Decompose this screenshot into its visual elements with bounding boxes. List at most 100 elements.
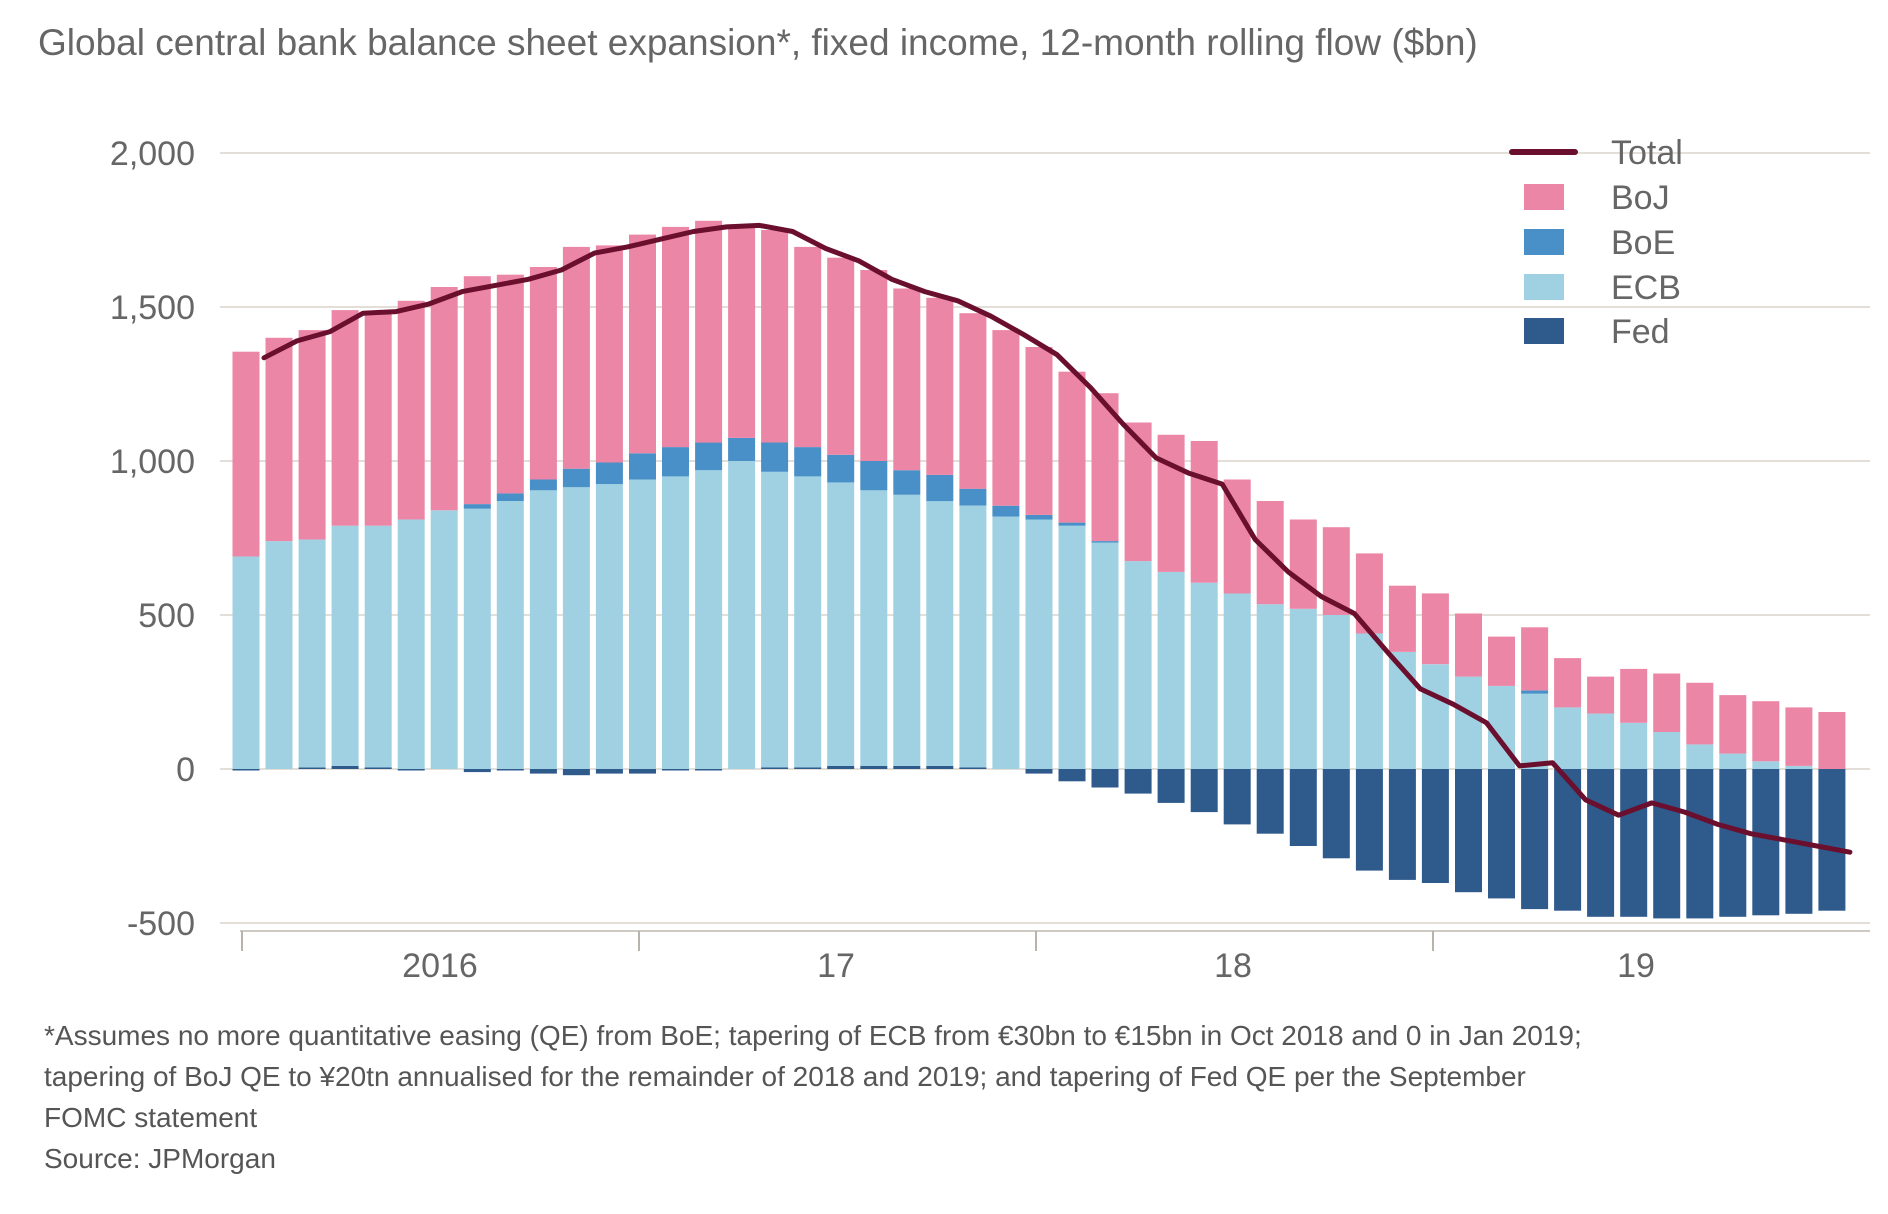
bar-ecb [1421,664,1449,769]
bar-ecb [695,470,723,769]
bar-boj [1620,668,1648,723]
bar-fed [1521,769,1549,910]
legend-swatch-ecb [1524,274,1564,300]
bar-fed [1157,769,1185,803]
footnote-line: tapering of BoJ QE to ¥20tn annualised f… [44,1061,1526,1092]
bar-fed [298,767,326,769]
bar-ecb [1124,561,1152,769]
bar-ecb [265,541,293,769]
bar-ecb [959,505,987,768]
bar-ecb [1653,732,1681,769]
bar-boj [761,230,789,443]
bar-ecb [1785,765,1813,769]
bar-ecb [1752,761,1780,769]
bar-boj [562,246,590,469]
legend-label: BoJ [1611,179,1670,217]
footnote-line: FOMC statement [44,1102,258,1133]
total-line [261,222,1853,855]
bar-ecb [1455,676,1482,769]
bar-boj [298,330,326,540]
bar-fed [860,765,888,769]
bar-layer [232,220,1846,919]
bar-boj [430,287,458,511]
bar-ecb [827,482,855,766]
bar-ecb [761,471,789,768]
bar-ecb [430,510,458,769]
bar-ecb [397,519,425,769]
bar-boj [662,226,689,448]
bar-ecb [232,556,260,769]
source-note: Source: JPMorgan [44,1143,276,1174]
bar-fed [1223,769,1251,825]
bar-ecb [860,490,888,766]
bar-boj [728,225,756,438]
bar-boj [893,288,921,471]
bar-boe [595,462,623,485]
bar-fed [1587,769,1615,917]
bar-ecb [1190,582,1218,769]
bar-ecb [1686,744,1714,769]
bar-boj [1488,636,1515,686]
bar-boj [529,267,557,480]
bar-fed [562,769,590,776]
y-tick-label: 500 [138,597,195,635]
bar-fed [331,765,359,769]
bar-ecb [1025,519,1053,769]
bar-ecb [728,461,756,769]
bar-ecb [1620,722,1648,769]
y-tick-label: -500 [127,905,195,943]
bar-ecb [1256,604,1284,769]
bar-boj [1818,712,1846,769]
bar-boj [827,257,855,455]
bar-ecb [1223,593,1251,769]
bar-fed [827,765,855,769]
bar-ecb [1058,525,1086,769]
bar-boj [1157,434,1185,572]
bar-boj [992,330,1020,506]
bar-fed [695,769,723,771]
bar-fed [1025,769,1053,774]
bar-boj [265,337,293,542]
bar-boj [1190,441,1218,583]
bar-boj [331,310,359,526]
bar-boe [992,505,1020,517]
bar-boj [1785,707,1813,766]
bar-ecb [529,490,557,769]
bar-boe [1025,514,1053,520]
bar-boe [827,454,855,483]
bar-fed [1190,769,1218,813]
chart-title: Global central bank balance sheet expans… [38,22,1478,63]
bar-ecb [1719,753,1747,769]
footnote-line: *Assumes no more quantitative easing (QE… [44,1020,1582,1051]
bar-fed [1620,769,1648,917]
bar-fed [1124,769,1152,794]
bar-boj [1058,371,1086,523]
legend-label: BoE [1611,224,1675,262]
bar-boe [728,437,756,461]
bar-fed [959,767,987,769]
bar-fed [662,769,689,771]
x-axis: 2016 17 18 19 [240,930,1870,985]
bar-ecb [629,479,656,769]
bar-boj [1587,676,1615,714]
bar-ecb [463,508,491,769]
bar-boj [496,274,524,494]
bar-ecb [1521,693,1549,769]
bar-boe [959,488,987,506]
bar-fed [1256,769,1284,834]
bar-boe [926,474,954,502]
x-tick-label: 2016 [402,947,478,985]
bar-boj [1752,701,1780,762]
bar-fed [232,769,260,771]
bar-fed [1289,769,1317,846]
bar-fed [761,767,789,769]
legend-label: Fed [1611,313,1670,351]
bar-fed [1091,769,1119,788]
bar-boe [562,468,590,488]
bar-boe [761,442,789,472]
bar-ecb [562,487,590,769]
legend-swatch-boj [1524,184,1564,210]
legend-label: ECB [1611,269,1681,307]
bar-fed [1355,769,1383,871]
